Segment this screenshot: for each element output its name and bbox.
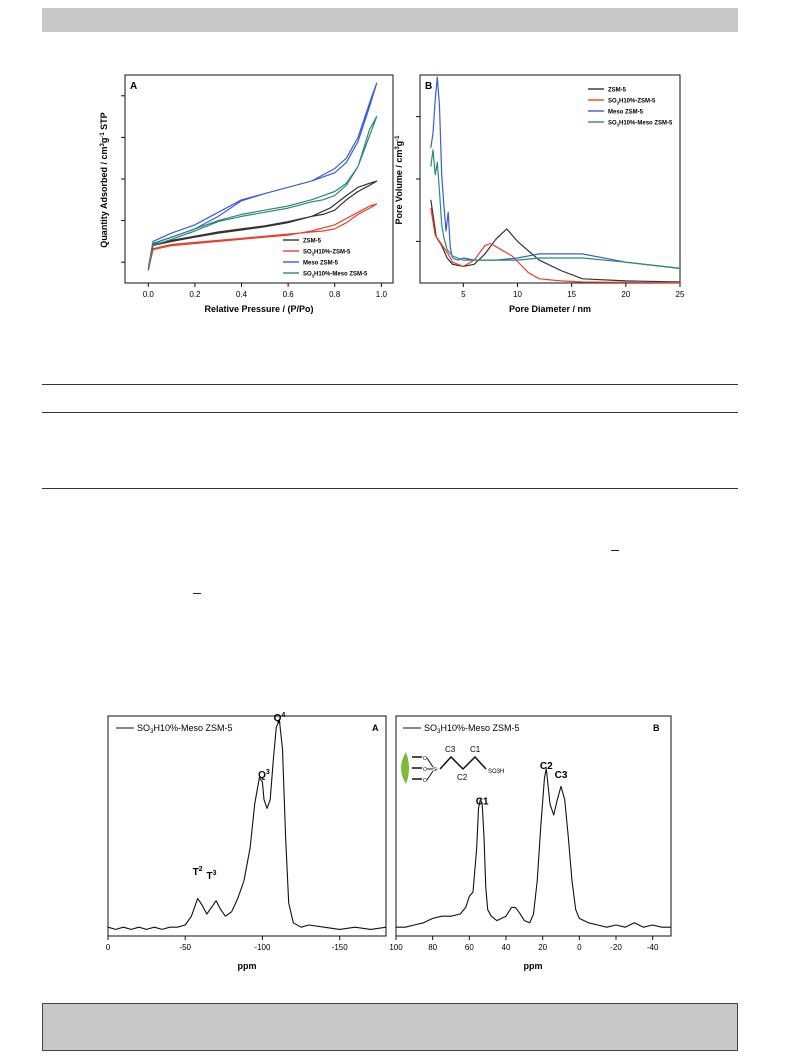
panel-label: B — [653, 723, 660, 733]
x-tick-label: 0.0 — [143, 290, 155, 299]
table-rule-mid — [42, 412, 738, 413]
atom-label: C3 — [445, 745, 456, 754]
series-line — [147, 82, 378, 269]
table-rule-bottom — [42, 488, 738, 489]
series-line — [430, 76, 681, 269]
legend-label: SO3H10%-Meso ZSM-5 — [424, 723, 520, 735]
series-line — [107, 719, 387, 930]
series-line — [147, 115, 378, 269]
x-tick-label: 40 — [502, 943, 511, 952]
x-tick-label: 25 — [676, 290, 685, 299]
x-axis-label: Pore Diameter / nm — [509, 304, 591, 314]
footer-band — [42, 1003, 738, 1051]
atom-label: O — [423, 756, 427, 762]
series-line — [430, 149, 681, 269]
x-tick-label: 60 — [465, 943, 474, 952]
peak-label: C1 — [476, 796, 489, 807]
legend-label: SO3H10%-Meso ZSM-5 — [608, 121, 673, 128]
x-tick-label: 10 — [513, 290, 522, 299]
x-tick-label: -20 — [610, 943, 622, 952]
legend-label: ZSM-5 — [303, 239, 322, 245]
x-tick-label: 0 — [106, 943, 111, 952]
x-tick-label: -100 — [254, 943, 271, 952]
peak-label: Q3 — [258, 769, 270, 781]
molecule-inset: O O O Si C3 C1 C2 SO3H — [401, 745, 504, 784]
text-dash-mark — [193, 593, 201, 594]
peak-label: T2 — [193, 866, 203, 878]
silica-surface-shape — [401, 752, 409, 784]
atom-label: SO3H — [488, 769, 504, 775]
panel-isotherm: A 0.0 0.2 0.4 0.6 0.8 1.0 Relative Pressure /… — [99, 74, 394, 314]
legend-label: SO3H10%-Meso ZSM-5 — [137, 723, 233, 735]
x-tick-label: -50 — [179, 943, 191, 952]
x-tick-label: -150 — [332, 943, 349, 952]
atom-label: C1 — [470, 745, 481, 754]
x-tick-label: 0.8 — [329, 290, 341, 299]
x-tick-label: -40 — [647, 943, 659, 952]
y-axis-label: Quantity Adsorbed / cm3g-1 STP — [99, 112, 109, 247]
x-tick-label: 1.0 — [376, 290, 388, 299]
panel-nmr-c: B SO3H10%-Meso ZSM-5 O O O Si C3 C1 C2 S… — [389, 715, 672, 971]
legend-label: ZSM-5 — [608, 88, 627, 94]
x-tick-label: 5 — [461, 290, 466, 299]
atom-label: Si — [433, 767, 437, 773]
x-axis-label: ppm — [238, 961, 257, 971]
peak-label: T3 — [206, 870, 216, 882]
series-line — [147, 180, 378, 271]
y-axis-label: Pore Volume / cm3g-1 — [394, 135, 404, 225]
x-axis-label: Relative Pressure / (P/Po) — [204, 304, 313, 314]
x-tick-label: 20 — [538, 943, 547, 952]
x-tick-label: 0.4 — [236, 290, 248, 299]
x-tick-label: 100 — [389, 943, 403, 952]
x-tick-label: 15 — [567, 290, 576, 299]
atom-label: C2 — [457, 773, 468, 782]
legend: ZSM-5 SO3H10%-ZSM-5 Meso ZSM-5 SO3H10%-Meso… — [588, 88, 673, 128]
peak-label: C2 — [540, 761, 553, 772]
header-band — [42, 8, 738, 32]
legend-label: SO3H10%-Meso ZSM-5 — [303, 272, 368, 279]
x-tick-label: 0.2 — [189, 290, 201, 299]
legend-label: SO3H10%-ZSM-5 — [608, 99, 656, 106]
legend-label: Meso ZSM-5 — [303, 261, 339, 267]
x-tick-label: 0.6 — [283, 290, 295, 299]
series-line — [147, 203, 378, 271]
peak-label: Q4 — [274, 712, 286, 724]
panel-label: A — [130, 81, 137, 92]
x-tick-label: 80 — [428, 943, 437, 952]
peak-label: C3 — [555, 770, 568, 781]
propyl-chain — [439, 755, 487, 771]
legend-label: Meso ZSM-5 — [608, 110, 644, 116]
series-line — [396, 768, 671, 928]
series-line — [430, 208, 681, 284]
text-dash-mark — [611, 550, 619, 551]
table-rule-top — [42, 384, 738, 385]
atom-label: O — [423, 778, 427, 784]
panel-label: A — [372, 723, 379, 733]
panel-pore-size: B 5 10 15 20 25 Pore Diameter / nm Pore Volu… — [394, 74, 685, 314]
atom-label: O — [423, 767, 427, 773]
x-tick-label: 0 — [577, 943, 582, 952]
x-axis-label: ppm — [524, 961, 543, 971]
figure-sorption: A 0.0 0.2 0.4 0.6 0.8 1.0 Relative Pressure /… — [99, 74, 685, 314]
x-tick-label: 20 — [621, 290, 630, 299]
legend: ZSM-5 SO3H10%-ZSM-5 Meso ZSM-5 SO3H10%-Meso… — [283, 239, 368, 279]
series-line — [430, 199, 681, 283]
panel-label: B — [425, 81, 432, 92]
legend-label: SO3H10%-ZSM-5 — [303, 250, 351, 257]
